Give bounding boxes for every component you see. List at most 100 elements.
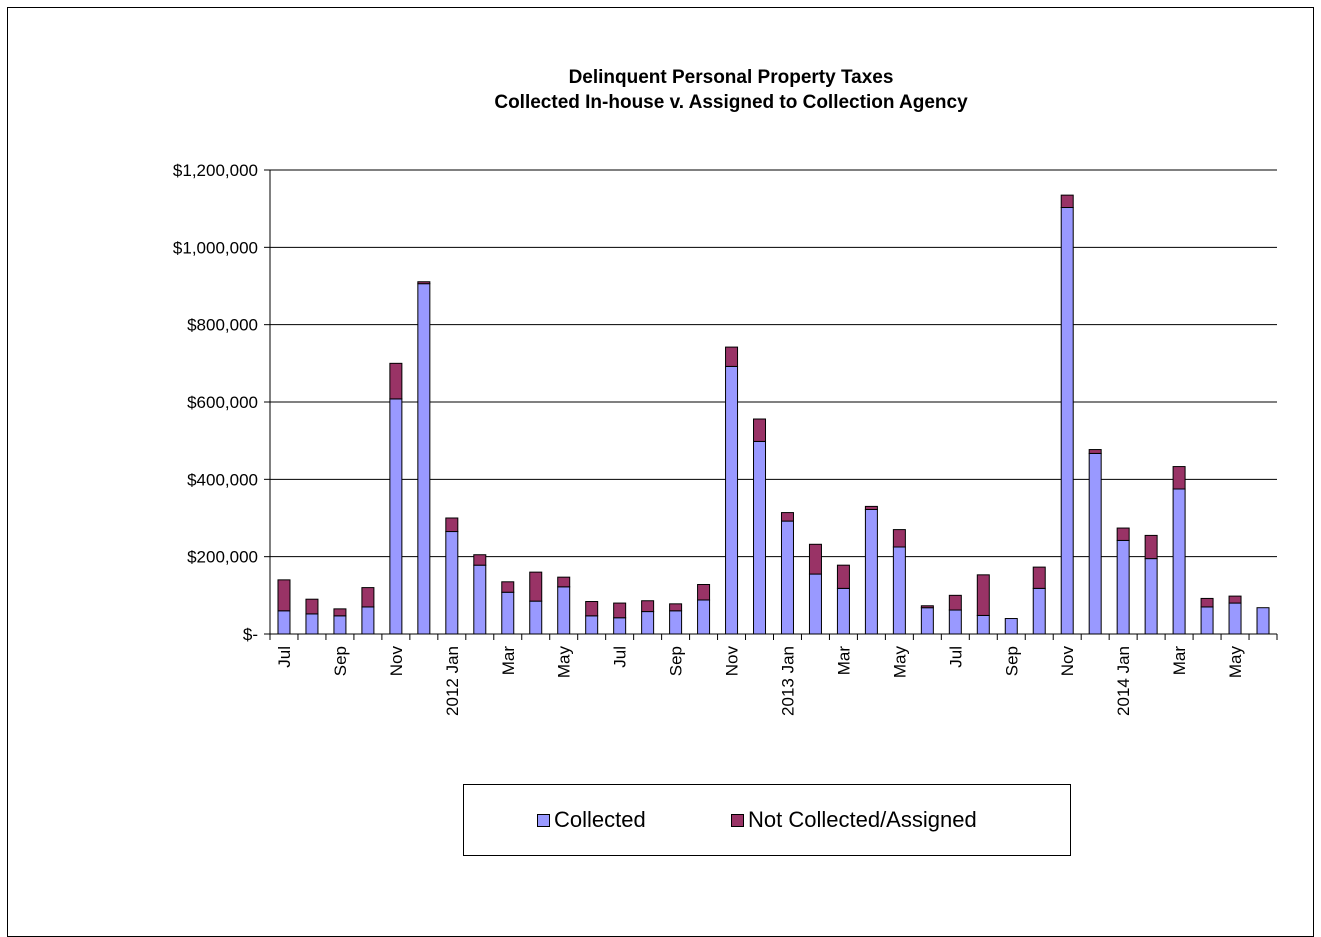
bar-not-collected — [1200, 597, 1214, 608]
x-tick-label: 2014 Jan — [1114, 646, 1133, 716]
bar-collected — [277, 610, 291, 635]
bar-collected — [864, 508, 878, 635]
legend-item-collected: Collected — [537, 807, 646, 833]
bar-collected — [529, 600, 543, 635]
bar-not-collected — [976, 574, 990, 616]
x-tick-label: 2013 Jan — [778, 646, 797, 716]
legend-label-collected: Collected — [554, 807, 646, 832]
bar-not-collected — [780, 512, 794, 522]
bar-collected — [697, 599, 711, 635]
bar-not-collected — [864, 505, 878, 510]
chart-title: Delinquent Personal Property Taxes — [569, 67, 894, 88]
bar-collected — [389, 398, 403, 635]
x-tick-label: Nov — [387, 646, 406, 677]
x-tick-label: Mar — [499, 646, 518, 676]
bars — [277, 194, 1270, 635]
x-tick-label: 2012 Jan — [443, 646, 462, 716]
bar-collected — [501, 591, 515, 635]
x-tick-label: Jul — [946, 646, 965, 668]
bar-not-collected — [613, 602, 627, 619]
bar-collected — [473, 564, 487, 635]
bar-collected — [1200, 606, 1214, 635]
bar-collected — [333, 615, 347, 635]
bar-not-collected — [641, 600, 655, 613]
bar-collected — [1088, 452, 1102, 635]
not-collected-swatch — [731, 813, 744, 827]
bar-not-collected — [697, 584, 711, 601]
bar-collected — [417, 283, 431, 635]
x-tick-label: Mar — [834, 646, 853, 676]
bar-not-collected — [333, 608, 347, 617]
bar-collected — [1228, 602, 1242, 635]
y-tick-label: $600,000 — [187, 393, 258, 412]
gridlines — [270, 169, 1277, 558]
x-tick-label: Jul — [611, 646, 630, 668]
bar-collected — [976, 614, 990, 635]
bar-collected — [1004, 618, 1018, 635]
x-tick-label: Nov — [723, 646, 742, 677]
y-tick-label: $400,000 — [187, 470, 258, 489]
bar-collected — [808, 573, 822, 635]
bar-collected — [445, 531, 459, 635]
bar-collected — [641, 611, 655, 635]
bar-not-collected — [557, 576, 571, 588]
bar-collected — [892, 546, 906, 635]
bar-not-collected — [892, 529, 906, 548]
bar-collected — [613, 617, 627, 635]
bar-not-collected — [1144, 534, 1158, 560]
bar-not-collected — [725, 346, 739, 367]
bar-not-collected — [1116, 527, 1130, 541]
bar-not-collected — [1172, 466, 1186, 490]
bar-collected — [948, 609, 962, 635]
bar-not-collected — [948, 594, 962, 611]
bar-not-collected — [1060, 194, 1074, 209]
bar-collected — [557, 586, 571, 635]
bar-not-collected — [669, 603, 683, 612]
bar-collected — [1144, 558, 1158, 635]
x-tick-label: Jul — [275, 646, 294, 668]
bar-not-collected — [585, 601, 599, 617]
bar-collected — [585, 615, 599, 635]
bar-collected — [753, 440, 767, 635]
bar-collected — [1256, 607, 1270, 635]
bar-not-collected — [529, 571, 543, 602]
bar-not-collected — [1088, 449, 1102, 454]
y-tick-label: $1,000,000 — [173, 238, 258, 257]
x-tick-label: Mar — [1170, 646, 1189, 676]
x-tick-label: Sep — [667, 646, 686, 676]
legend: Collected Not Collected/Assigned — [463, 784, 1071, 856]
bar-not-collected — [920, 605, 934, 609]
bar-not-collected — [501, 581, 515, 593]
collected-swatch — [537, 813, 550, 827]
chart-subtitle: Collected In-house v. Assigned to Collec… — [494, 92, 968, 113]
x-tick-label: Nov — [1058, 646, 1077, 677]
bar-collected — [1032, 587, 1046, 635]
bar-collected — [920, 607, 934, 635]
bar-not-collected — [473, 554, 487, 566]
legend-label-not-collected: Not Collected/Assigned — [748, 807, 977, 832]
bar-collected — [361, 606, 375, 635]
legend-item-not-collected: Not Collected/Assigned — [731, 807, 977, 833]
bar-collected — [1116, 539, 1130, 635]
bar-collected — [669, 610, 683, 635]
bar-not-collected — [277, 579, 291, 612]
bar-collected — [836, 587, 850, 635]
y-tick-label: $1,200,000 — [173, 161, 258, 180]
bar-collected — [305, 613, 319, 635]
x-tick-label: May — [1226, 646, 1245, 679]
bar-not-collected — [1032, 566, 1046, 589]
bar-not-collected — [836, 564, 850, 589]
bar-not-collected — [753, 418, 767, 442]
bar-not-collected — [361, 587, 375, 608]
bar-not-collected — [389, 362, 403, 400]
bar-not-collected — [1228, 595, 1242, 604]
x-tick-label: Sep — [1002, 646, 1021, 676]
x-tick-label: Sep — [331, 646, 350, 676]
bar-not-collected — [808, 543, 822, 575]
x-tick-label: May — [890, 646, 909, 679]
y-tick-label: $200,000 — [187, 548, 258, 567]
bar-collected — [1172, 488, 1186, 635]
bar-collected — [1060, 207, 1074, 635]
axes: $- $200,000 $400,000 $600,000 $800,000 $1,000… — [173, 161, 1278, 716]
